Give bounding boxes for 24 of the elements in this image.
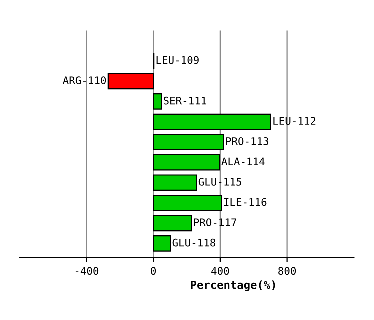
y-tick-label: GLU-115 [198,178,242,186]
bar [153,154,220,171]
y-tick-label: ARG-110 [63,76,106,84]
bar [153,114,272,130]
bar [153,236,172,252]
x-axis-title: Percentage(%) [191,280,276,292]
bar [108,73,154,90]
x-tick-label: 400 [212,267,230,276]
y-tick-label: SER-111 [164,96,206,105]
y-tick-label: PRO-113 [226,137,269,146]
x-tick-label: -400 [76,267,99,276]
x-tick-label: 0 [151,267,156,276]
bar [153,194,222,212]
y-tick-label: PRO-117 [194,218,236,226]
y-tick-label: LEU-112 [274,117,316,126]
y-tick-label: GLU-118 [172,238,216,247]
x-tick-label: 800 [278,267,296,276]
bar [153,215,192,232]
bar [153,134,224,150]
bar [153,174,198,192]
bar [153,94,162,110]
y-tick-label: ALA-114 [222,158,265,166]
y-tick-label: LEU-109 [156,56,199,64]
y-tick-label: ILE-116 [224,198,267,206]
